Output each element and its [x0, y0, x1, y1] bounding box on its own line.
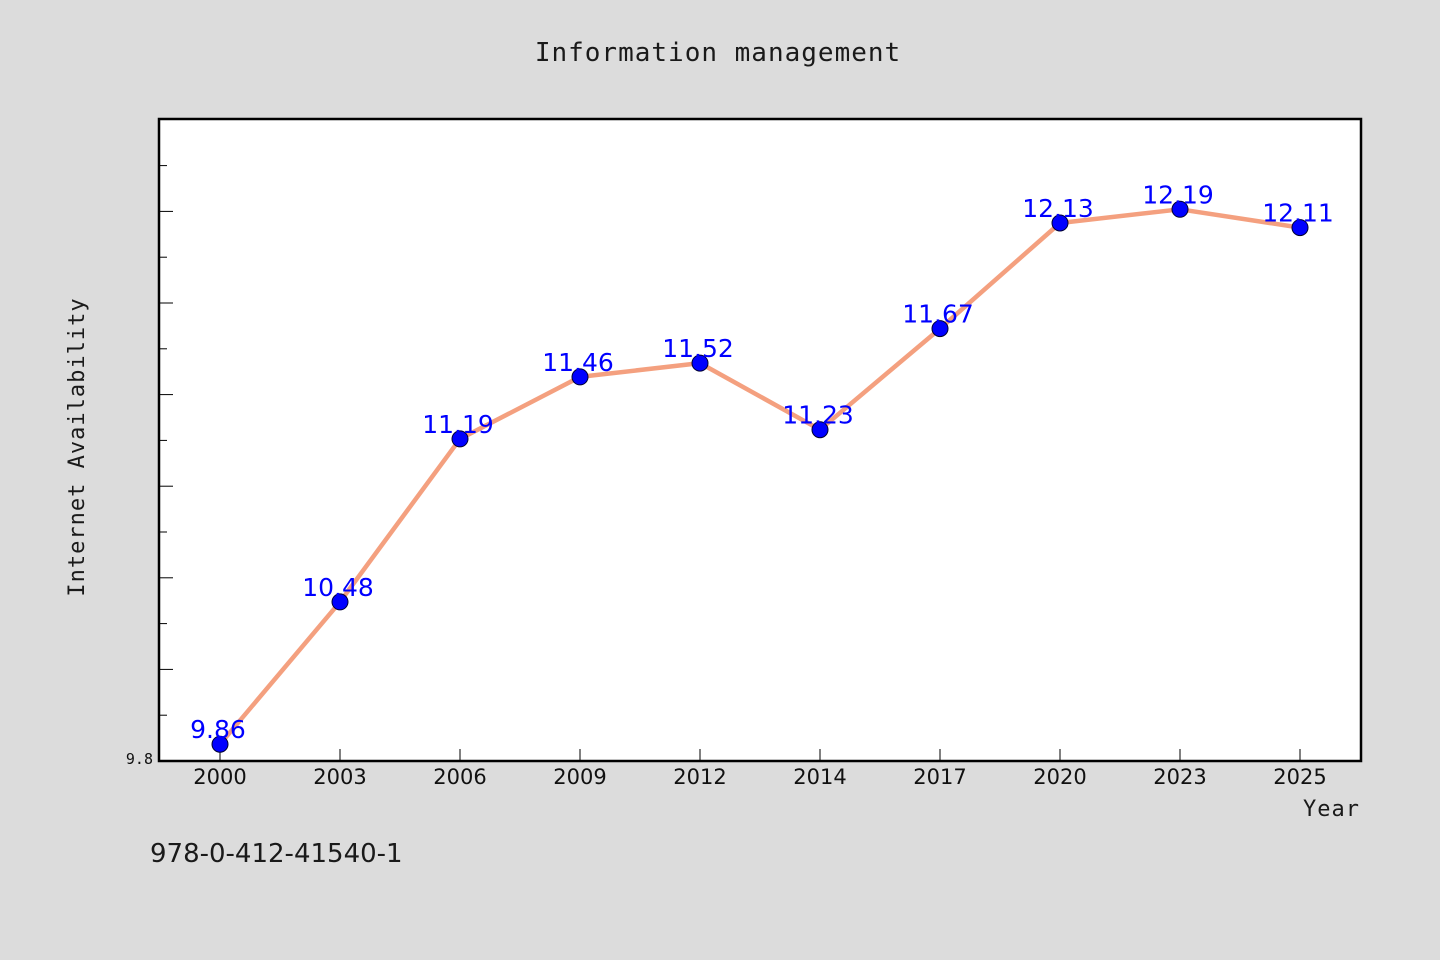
- plot-area: [157, 117, 1363, 763]
- data-point: [1291, 219, 1309, 237]
- series-line: [217, 207, 1303, 747]
- x-tick-label: 2023: [1153, 765, 1206, 789]
- data-label: 12.11: [1262, 199, 1334, 228]
- x-axis-ticks: 2000 2003 2006 2009 2012 2014 2017 2020 2023 2025: [193, 749, 1327, 789]
- data-label: 9.86: [190, 715, 246, 744]
- y-tick-label: 9.8: [126, 750, 153, 768]
- x-axis-label: Year: [1303, 797, 1360, 822]
- data-label: 11.23: [782, 401, 854, 430]
- data-point: [1171, 200, 1189, 218]
- x-tick-label: 2006: [433, 765, 486, 789]
- data-point: [931, 320, 949, 338]
- data-label: 10.48: [302, 573, 374, 602]
- data-point: [211, 735, 229, 753]
- y-axis-ticks: 9.8: [126, 165, 173, 768]
- series-layer: 9.86 10.48 11.19 11.46 11.52 11.23 11.67 12.13 1…: [190, 180, 1334, 753]
- x-tick-label: 2014: [793, 765, 846, 789]
- x-tick-label: 2020: [1033, 765, 1086, 789]
- x-tick-label: 2009: [553, 765, 606, 789]
- data-label: 12.13: [1022, 194, 1094, 223]
- data-point: [451, 430, 469, 448]
- data-label: 11.67: [902, 300, 974, 329]
- isbn-text: 978-0-412-41540-1: [150, 839, 403, 869]
- data-point: [1051, 214, 1069, 232]
- data-label: 11.52: [662, 334, 734, 363]
- data-point: [691, 354, 709, 372]
- data-point: [571, 368, 589, 386]
- x-tick-label: 2017: [913, 765, 966, 789]
- data-point: [331, 593, 349, 611]
- x-tick-label: 2003: [313, 765, 366, 789]
- y-axis-label: Internet Availability: [65, 297, 90, 596]
- x-tick-label: 2000: [193, 765, 246, 789]
- chart-title: Information management: [535, 38, 901, 68]
- data-label: 11.46: [542, 348, 614, 377]
- x-tick-label: 2025: [1273, 765, 1326, 789]
- x-tick-label: 2012: [673, 765, 726, 789]
- data-label: 11.19: [422, 410, 494, 439]
- data-point: [811, 421, 829, 439]
- data-label: 12.19: [1142, 180, 1214, 209]
